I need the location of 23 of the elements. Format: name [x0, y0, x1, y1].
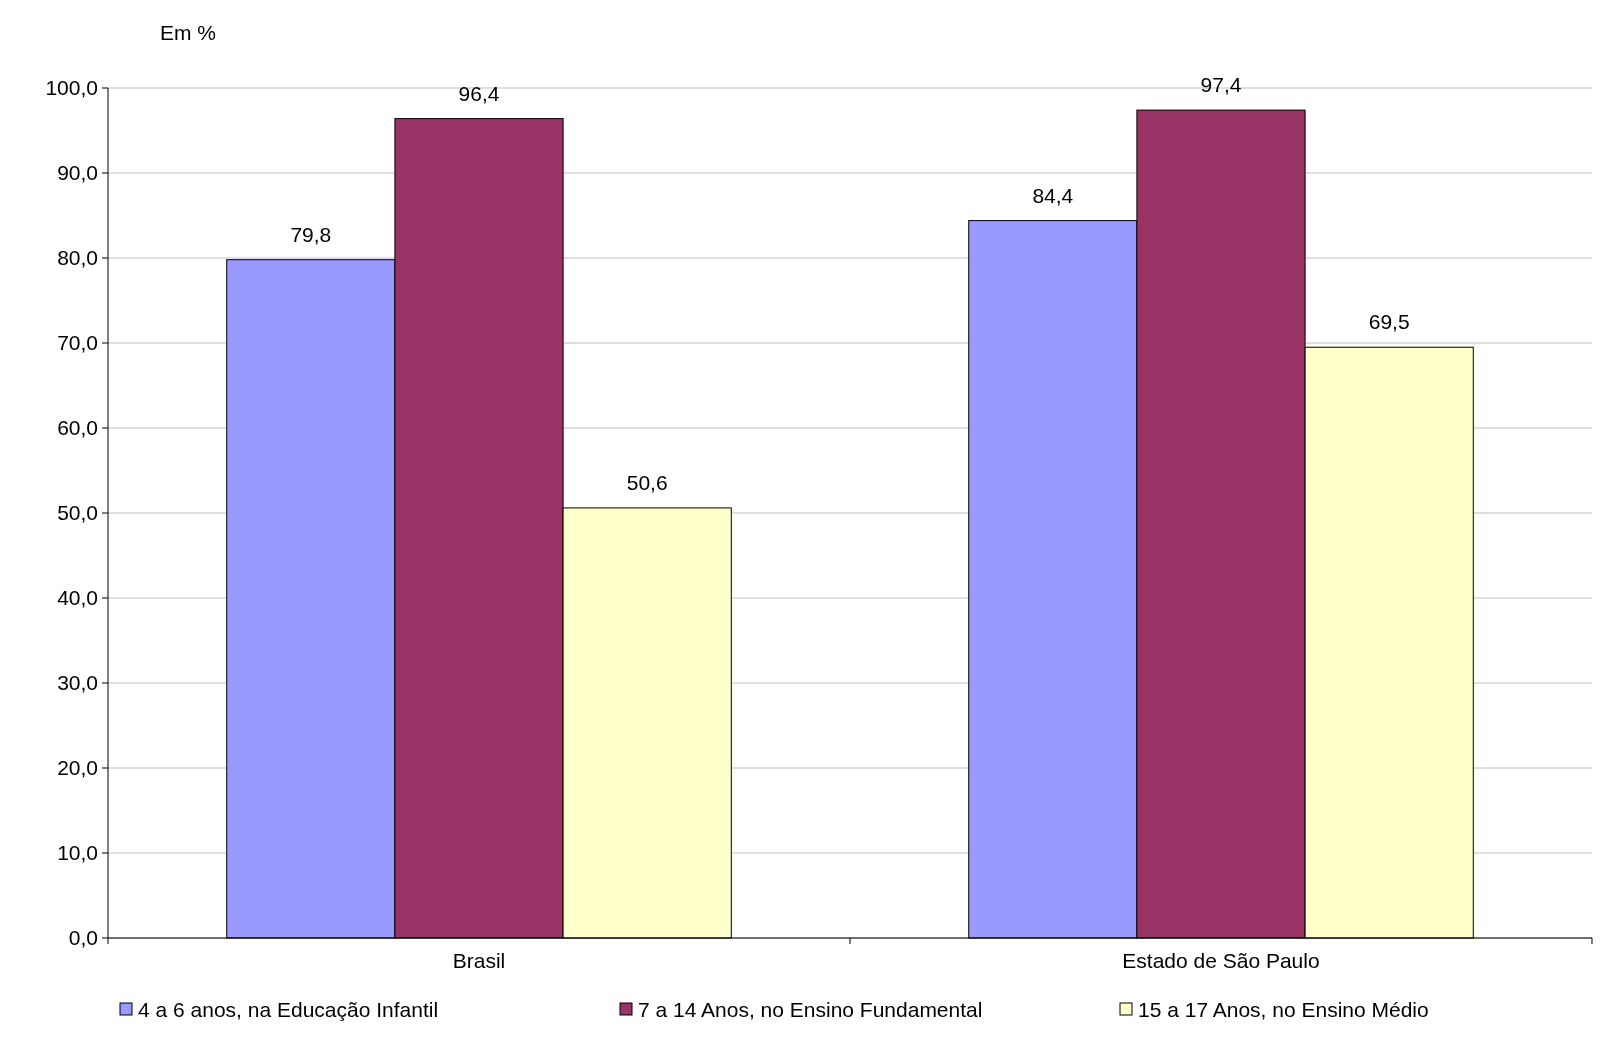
legend-label: 7 a 14 Anos, no Ensino Fundamental [638, 998, 983, 1022]
y-tick-label: 50,0 [57, 501, 98, 525]
y-axis-title: Em % [159, 21, 217, 44]
y-tick-label: 30,0 [57, 671, 98, 695]
y-tick-label: 80,0 [57, 246, 98, 270]
y-tick-label: 100,0 [45, 76, 98, 100]
y-tick-label: 90,0 [57, 161, 98, 185]
text: 84,4 [1032, 183, 1074, 207]
text: 50,6 [626, 470, 668, 494]
legend-label: 4 a 6 anos, na Educação Infantil [138, 998, 439, 1022]
text: 69,5 [1368, 310, 1410, 334]
y-tick-label: 20,0 [57, 756, 98, 780]
y-tick-label: 0,0 [68, 926, 98, 950]
y-tick-label: 60,0 [57, 416, 98, 440]
y-tick-label: 40,0 [57, 586, 98, 610]
y-tick-label: 10,0 [57, 841, 98, 865]
text: 96,4 [458, 81, 500, 105]
text: 79,8 [290, 222, 332, 246]
y-tick-label: 70,0 [57, 331, 98, 355]
legend-label: 15 a 17 Anos, no Ensino Médio [1138, 998, 1429, 1022]
text: 97,4 [1200, 73, 1242, 97]
x-tick-label: Brasil [452, 949, 506, 972]
x-tick-label: Estado de São Paulo [1122, 949, 1320, 972]
